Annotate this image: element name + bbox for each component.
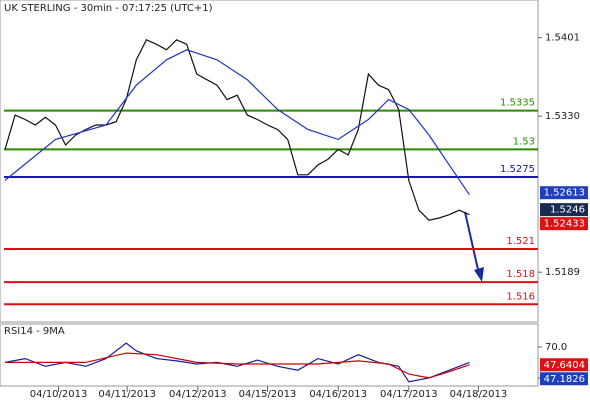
price-panel [0, 0, 539, 323]
level-label: 1.53 [513, 136, 535, 147]
y-tick-label: 1.5330 [545, 111, 580, 122]
value-box-label: 1.5246 [550, 205, 585, 216]
series-line [4, 342, 470, 383]
x-tick-label: 04/17/2013 [380, 389, 438, 400]
value-box-label: 47.1826 [544, 374, 585, 385]
value-box [540, 186, 588, 200]
y-tick-label: 70.0 [545, 342, 567, 353]
value-box-label: 1.52433 [544, 219, 585, 230]
rsi-panel [0, 323, 539, 387]
x-tick-label: 04/15/2013 [239, 389, 297, 400]
value-box-label: 47.6404 [544, 360, 585, 371]
level-label: 1.516 [506, 291, 535, 302]
y-tick-label: 1.5189 [545, 267, 580, 278]
chart-title: UK STERLING - 30min - 07:17:25 (UTC+1) [4, 3, 213, 14]
level-label: 1.5335 [500, 98, 535, 109]
x-tick-label: 04/16/2013 [309, 389, 367, 400]
x-tick-label: 04/10/2013 [30, 389, 88, 400]
value-box-label: 1.52613 [544, 188, 585, 199]
arrow-head [474, 267, 484, 282]
y-tick-label: 1.5401 [545, 33, 580, 44]
rsi-title: RSI14 - 9MA [4, 326, 65, 337]
value-box [540, 372, 588, 386]
series-line [4, 49, 470, 196]
value-box [540, 203, 588, 217]
series-line [5, 352, 470, 379]
level-label: 1.5275 [500, 164, 535, 175]
x-tick-label: 04/11/2013 [98, 389, 156, 400]
x-tick-label: 04/18/2013 [450, 389, 508, 400]
value-box [540, 217, 588, 231]
x-tick-label: 04/12/2013 [169, 389, 227, 400]
arrow-shaft [464, 211, 480, 275]
level-label: 1.521 [506, 236, 535, 247]
value-box [540, 358, 588, 372]
level-label: 1.518 [506, 269, 535, 280]
